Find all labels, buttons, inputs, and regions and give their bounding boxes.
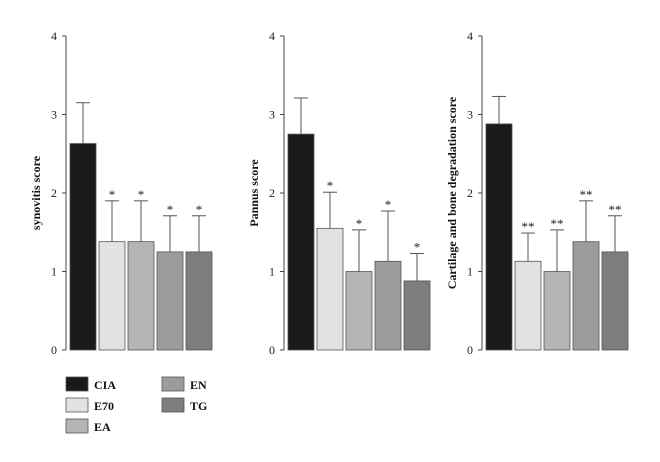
chart-panel-3: 0 1 2 3 4 Cartilage and bone degradation scor… bbox=[445, 29, 629, 357]
bar-e70 bbox=[316, 227, 344, 351]
y-tick-label: 2 bbox=[51, 186, 57, 200]
significance-marker: ** bbox=[609, 202, 622, 217]
significance-marker: * bbox=[138, 187, 145, 202]
significance-marker: * bbox=[385, 197, 392, 212]
significance-marker: ** bbox=[551, 216, 564, 231]
bar-ea bbox=[543, 271, 571, 351]
y-axis-title: synovitis score bbox=[29, 155, 43, 230]
bar-tg bbox=[403, 280, 431, 351]
bar-e70 bbox=[514, 260, 542, 351]
legend-swatch-en bbox=[161, 376, 185, 392]
legend-label-ea: EA bbox=[94, 420, 111, 434]
y-tick-label: 1 bbox=[467, 265, 473, 279]
legend-swatch-e70 bbox=[65, 397, 89, 413]
legend-swatch-cia bbox=[65, 376, 89, 392]
significance-marker: ** bbox=[522, 219, 535, 234]
y-tick-label: 4 bbox=[51, 29, 57, 43]
y-tick-label: 0 bbox=[269, 343, 275, 357]
bar-en bbox=[374, 260, 402, 351]
significance-marker: * bbox=[356, 216, 363, 231]
legend-label-cia: CIA bbox=[94, 378, 116, 392]
bar-cia bbox=[69, 143, 97, 351]
y-tick-label: 1 bbox=[51, 265, 57, 279]
legend-swatch-ea bbox=[65, 418, 89, 434]
y-tick-label: 3 bbox=[467, 108, 473, 122]
significance-marker: * bbox=[196, 202, 203, 217]
significance-marker: ** bbox=[580, 187, 593, 202]
significance-marker: * bbox=[327, 178, 334, 193]
y-tick-label: 2 bbox=[467, 186, 473, 200]
chart-panel-1: 0 1 2 3 4 synovitis score * * * * bbox=[29, 29, 213, 357]
significance-marker: * bbox=[109, 187, 116, 202]
bar-ea bbox=[345, 271, 373, 351]
bar-ea bbox=[127, 241, 155, 351]
bar-e70 bbox=[98, 241, 126, 351]
bar-en bbox=[572, 241, 600, 351]
y-axis-title: Cartilage and bone degradation score bbox=[445, 96, 459, 289]
bar-tg bbox=[185, 251, 213, 351]
bar-cia bbox=[287, 133, 315, 351]
bar-en bbox=[156, 251, 184, 351]
y-tick-label: 3 bbox=[269, 108, 275, 122]
legend-label-en: EN bbox=[190, 378, 207, 392]
bar-cia bbox=[485, 123, 513, 351]
legend-swatch-tg bbox=[161, 397, 185, 413]
y-tick-label: 0 bbox=[467, 343, 473, 357]
y-tick-label: 4 bbox=[467, 29, 473, 43]
y-tick-label: 3 bbox=[51, 108, 57, 122]
legend: CIA E70 EA EN TG bbox=[65, 376, 207, 434]
significance-marker: * bbox=[167, 202, 174, 217]
y-tick-label: 2 bbox=[269, 186, 275, 200]
chart-panel-2: 0 1 2 3 4 Pannus score * * * * bbox=[247, 29, 431, 357]
y-tick-label: 4 bbox=[269, 29, 275, 43]
y-tick-label: 1 bbox=[269, 265, 275, 279]
y-tick-label: 0 bbox=[51, 343, 57, 357]
y-axis-title: Pannus score bbox=[247, 159, 261, 227]
bar-tg bbox=[601, 251, 629, 351]
significance-marker: * bbox=[414, 239, 421, 254]
legend-label-tg: TG bbox=[190, 399, 207, 413]
legend-label-e70: E70 bbox=[94, 399, 114, 413]
